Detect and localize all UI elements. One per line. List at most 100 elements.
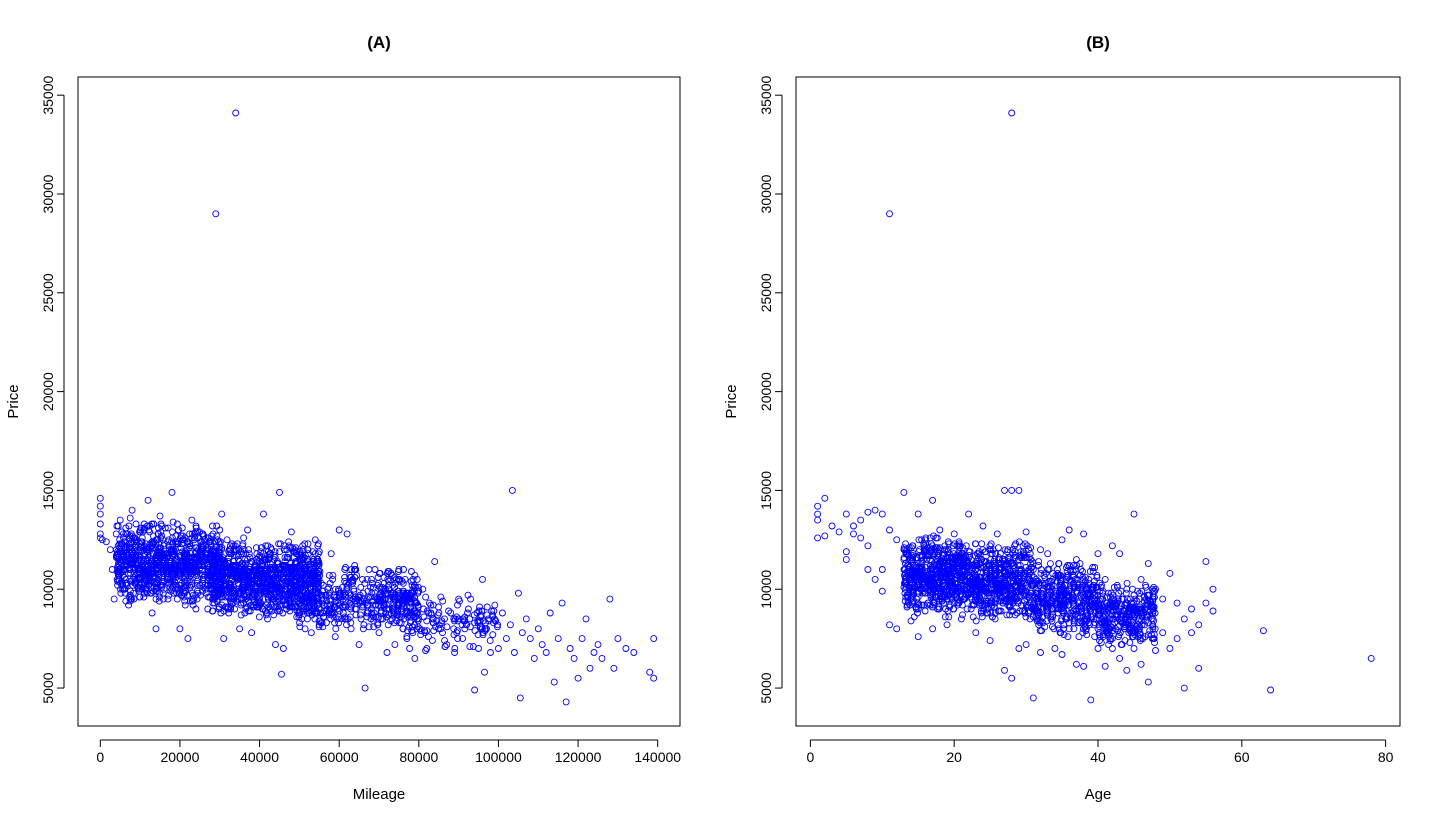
chart-title-b: (B) [1086,33,1110,52]
data-point [230,558,238,566]
data-point [908,579,916,587]
data-point [453,627,461,635]
data-point [245,575,253,583]
data-point [940,599,948,607]
data-point [1003,611,1011,619]
data-point [303,589,311,597]
data-point [842,510,850,518]
x-tick-label: 60 [1234,749,1250,765]
data-point [229,585,237,593]
data-point [255,599,263,607]
data-point [394,575,402,583]
data-point [1202,558,1210,566]
data-point [1065,526,1073,534]
data-point [430,627,438,635]
data-point [241,593,249,601]
data-point [428,637,436,645]
data-point [363,575,371,583]
data-point [110,595,118,603]
data-point [318,599,326,607]
data-point [286,583,294,591]
data-point [226,542,234,550]
data-point [177,544,185,552]
data-point [258,605,266,613]
data-point [304,550,312,558]
data-point [929,625,937,633]
data-point [216,526,224,534]
data-point [263,552,271,560]
data-point [1367,654,1375,662]
data-point [115,571,123,579]
data-point [186,583,194,591]
data-point [116,540,123,548]
data-point [1130,645,1138,652]
data-point [422,593,430,601]
data-point [146,528,154,536]
data-point [1116,654,1124,662]
chart-panel-b: 0 20 40 60 80 500010000150002000025000300003… [723,33,1401,803]
data-point [916,568,924,575]
data-point [191,530,198,538]
data-point [946,566,954,573]
data-point [1001,666,1008,674]
data-point [935,585,943,593]
data-point [936,526,944,534]
x-tick-label: 40000 [240,749,279,765]
data-point [414,623,422,631]
data-point [285,542,293,550]
data-point [140,593,148,601]
data-point [1101,662,1109,670]
data-point [1058,651,1066,658]
data-point [325,571,333,579]
data-point [630,649,638,656]
data-point [123,552,131,560]
data-point [614,635,622,643]
data-point [422,647,430,654]
data-point [317,591,325,599]
data-point [232,109,240,117]
data-point [972,629,980,637]
data-point [260,510,267,518]
data-point [438,617,446,625]
data-point [367,605,375,613]
data-point [950,569,958,577]
data-point [427,601,435,609]
data-point [271,554,279,562]
data-point [926,534,934,542]
data-point [113,522,121,530]
data-point [356,611,364,619]
data-point [218,510,226,518]
data-point [361,579,369,587]
data-point [352,566,360,573]
data-point [188,597,196,605]
data-point [218,546,225,554]
data-point [1130,591,1138,599]
data-point [1159,595,1167,603]
data-point [912,605,920,613]
data-point [907,593,915,601]
data-point [930,560,938,568]
data-point [287,587,295,595]
data-point [158,581,166,589]
data-point [1259,627,1267,635]
data-point [406,645,414,652]
data-point [164,595,172,603]
data-point [479,575,486,583]
data-point [425,599,433,607]
data-point [420,613,428,621]
data-point [150,520,158,528]
data-point [554,635,562,643]
x-tick-label: 80 [1378,749,1394,765]
data-point [439,597,447,605]
data-point [399,625,407,633]
data-point [562,698,570,706]
data-point [131,566,139,573]
data-point [398,577,406,585]
data-point [247,585,255,593]
data-point [1058,536,1066,544]
x-axis-label-a: Mileage [353,786,406,803]
y-tick-label: 25000 [40,273,56,312]
data-point [152,554,160,562]
data-point [570,654,578,662]
data-point [1130,510,1138,518]
